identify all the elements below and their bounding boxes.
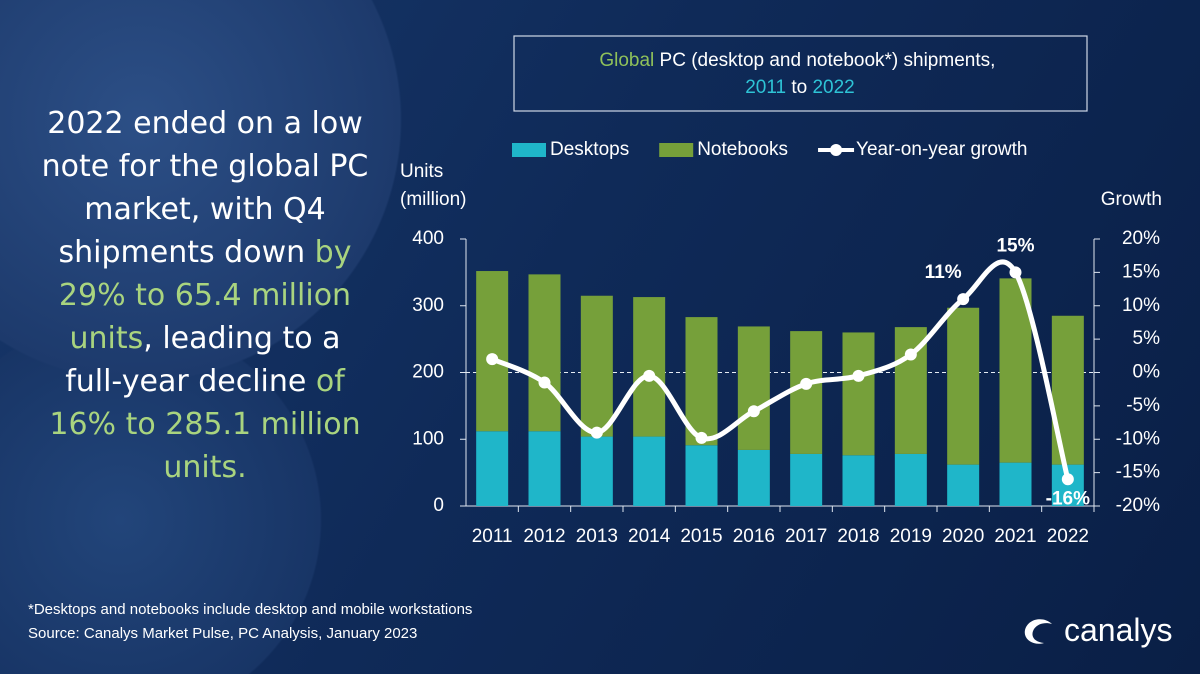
- growth-line: [491, 259, 1071, 480]
- bar-segment: [894, 453, 927, 506]
- legend-label: Notebooks: [697, 139, 788, 160]
- y2-tick-label: -20%: [1116, 495, 1160, 516]
- headline-segment: by 29% to 65.4 million units: [58, 235, 352, 356]
- bar-segment: [999, 462, 1032, 506]
- y2-axis-label: Growth: [1101, 189, 1162, 210]
- y2-tick-label: 20%: [1122, 228, 1160, 249]
- growth-point: [643, 369, 656, 382]
- y-axis-label-text: Units: [400, 161, 443, 182]
- bar-segment: [685, 445, 718, 506]
- growth-point: [1061, 473, 1074, 486]
- y-tick-label: 300: [412, 295, 444, 316]
- growth-point: [957, 293, 970, 306]
- bar-segment: [633, 436, 666, 506]
- bar-segment: [580, 436, 613, 506]
- value-label: 15%: [996, 235, 1034, 256]
- title-box: [513, 35, 1088, 112]
- growth-point: [852, 369, 865, 382]
- bar-segment: [528, 274, 561, 432]
- x-tick-label: 2011: [472, 526, 513, 547]
- bar-segment: [842, 455, 875, 506]
- bar-segment: [842, 332, 875, 456]
- bar-segment: [476, 271, 509, 432]
- bar-segment: [737, 326, 770, 450]
- headline: 2022 ended on a low note for the global …: [40, 102, 370, 489]
- y2-tick-label: -10%: [1116, 428, 1160, 449]
- bar-segment: [947, 307, 980, 465]
- x-tick-label: 2012: [523, 526, 565, 547]
- growth-point: [747, 405, 760, 418]
- growth-point: [800, 377, 813, 390]
- bar-segment: [947, 464, 980, 506]
- value-label: -16%: [1046, 488, 1090, 509]
- bar-segment: [528, 431, 561, 506]
- growth-point: [1009, 266, 1022, 279]
- y-tick-label: 0: [433, 495, 444, 516]
- footnote: *Desktops and notebooks include desktop …: [28, 601, 473, 618]
- logo: canalys: [1022, 612, 1173, 649]
- bar-segment: [790, 331, 823, 454]
- y-tick-label: 400: [412, 228, 444, 249]
- x-tick-label: 2013: [576, 526, 618, 547]
- growth-point: [904, 348, 917, 361]
- bar-segment: [1051, 315, 1084, 465]
- headline-segment: , leading to a full-year decline: [65, 321, 341, 399]
- x-tick-label: 2021: [994, 526, 1036, 547]
- x-tick-label: 2018: [837, 526, 879, 547]
- bar-segment: [633, 297, 666, 437]
- bar-segment: [999, 278, 1032, 463]
- footnotes: *Desktops and notebooks include desktop …: [28, 598, 472, 646]
- legend-swatch: [659, 143, 694, 157]
- x-tick-label: 2022: [1047, 526, 1089, 547]
- y-tick-label: 200: [412, 362, 444, 383]
- y2-tick-label: 0%: [1133, 362, 1161, 383]
- legend-marker: [830, 144, 843, 156]
- logo-icon: [1024, 618, 1052, 644]
- y2-tick-label: -15%: [1116, 462, 1160, 483]
- y2-tick-label: 5%: [1133, 328, 1161, 349]
- growth-point: [538, 376, 551, 389]
- bar-segment: [790, 453, 823, 506]
- y-axis-label-line: (million): [400, 189, 467, 210]
- x-tick-label: 2015: [680, 526, 722, 547]
- x-tick-label: 2016: [733, 526, 775, 547]
- y-axis-label: Units (million): [400, 161, 467, 210]
- x-tick-label: 2017: [785, 526, 827, 547]
- footnote: Source: Canalys Market Pulse, PC Analysi…: [28, 625, 418, 642]
- title-segment: Global: [599, 50, 654, 71]
- x-tick-label: 2020: [942, 526, 984, 547]
- legend-swatch: [512, 143, 546, 157]
- title-segment: 2022: [812, 77, 854, 98]
- legend-label: Year-on-year growth: [856, 139, 1027, 160]
- growth-point: [695, 431, 708, 444]
- title-segment: 2011: [745, 77, 786, 98]
- logo-text: canalys: [1064, 612, 1173, 648]
- headline-segment: 2022 ended on a low note for the global …: [41, 106, 369, 270]
- value-label: 11%: [925, 262, 962, 283]
- y2-tick-label: -5%: [1126, 395, 1160, 416]
- title-segment: PC (desktop and notebook*) shipments,: [654, 50, 1000, 71]
- y2-tick-label: 10%: [1122, 295, 1160, 316]
- y-tick-label: 100: [412, 428, 444, 449]
- growth-point: [486, 353, 499, 366]
- x-tick-label: 2014: [628, 526, 671, 547]
- chart-title: Global PC (desktop and notebook*) shipme…: [599, 50, 1000, 98]
- y2-tick-label: 15%: [1122, 261, 1160, 282]
- x-tick-label: 2019: [890, 526, 932, 547]
- legend-label: Desktops: [550, 139, 629, 160]
- growth-point: [590, 426, 603, 439]
- title-segment: to: [786, 77, 812, 98]
- headline-segment: of 16% to 285.1 million units.: [49, 364, 361, 485]
- bar-segment: [685, 317, 718, 446]
- bar-segment: [580, 295, 613, 437]
- bar-segment: [476, 431, 509, 506]
- bar-segment: [737, 449, 770, 506]
